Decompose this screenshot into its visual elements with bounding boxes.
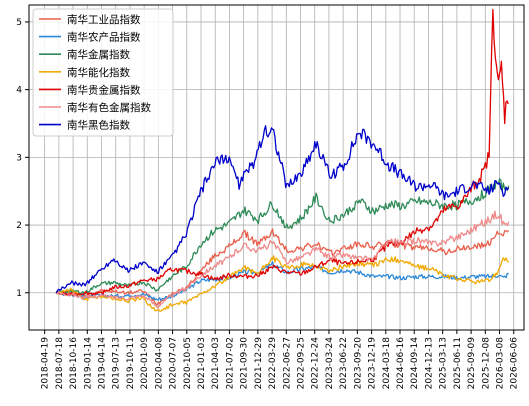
y-tick-label: 5	[16, 18, 22, 28]
x-tick-label: 2025-06-11	[453, 337, 463, 389]
y-tick-label: 4	[16, 86, 22, 96]
y-axis: 1 2 3 4 5	[16, 18, 29, 299]
x-tick-label: 2018-10-16	[69, 337, 79, 390]
x-tick-label: 2024-09-14	[410, 337, 420, 390]
x-tick-label: 2018-04-19	[41, 337, 51, 390]
x-tick-label: 2023-06-22	[339, 337, 349, 389]
x-tick-label: 2025-12-08	[481, 337, 491, 390]
x-tick-label: 2021-12-29	[254, 337, 264, 390]
series-line-1	[55, 228, 510, 306]
x-axis: 2018-04-19 2018-07-18 2018-10-16 2019-01-14…	[41, 330, 520, 389]
x-tick-label: 2026-06-06	[510, 337, 520, 390]
x-tick-label: 2025-03-13	[439, 337, 449, 389]
legend-label-2: 南华农产品指数	[67, 31, 141, 44]
x-tick-label: 2019-10-11	[126, 337, 136, 389]
y-tick-label: 1	[16, 289, 22, 299]
x-tick-label: 2024-06-16	[396, 337, 406, 390]
legend-label-4: 南华能化指数	[67, 66, 130, 79]
x-tick-label: 2021-09-30	[240, 337, 250, 390]
series-line-7	[55, 125, 510, 294]
x-tick-label: 2021-04-03	[211, 337, 221, 389]
y-tick-label: 2	[16, 221, 22, 231]
x-tick-label: 2022-12-24	[311, 337, 321, 390]
series-lines	[55, 8, 510, 312]
series-line-6	[56, 210, 510, 309]
x-tick-label: 2022-09-25	[297, 337, 307, 389]
x-tick-label: 2024-03-18	[382, 337, 392, 390]
x-tick-label: 2019-07-13	[112, 337, 122, 389]
legend-label-7: 南华黑色指数	[67, 119, 130, 132]
legend-label-1: 南华工业品指数	[67, 13, 141, 26]
x-tick-label: 2023-12-19	[368, 337, 378, 390]
legend-label-5: 南华贵金属指数	[67, 83, 141, 96]
x-tick-label: 2022-03-29	[268, 337, 278, 390]
x-tick-label: 2020-07-07	[169, 337, 179, 389]
x-tick-label: 2023-09-20	[353, 337, 363, 390]
series-line-4	[55, 255, 510, 312]
x-tick-label: 2024-12-13	[424, 337, 434, 389]
legend-box	[32, 8, 174, 137]
legend: 南华工业品指数南华农产品指数南华金属指数南华能化指数南华贵金属指数南华有色金属指…	[32, 8, 174, 137]
x-tick-label: 2020-04-08	[154, 337, 164, 390]
x-tick-label: 2025-09-09	[467, 337, 477, 390]
x-tick-label: 2021-01-03	[197, 337, 207, 389]
plot-frame	[28, 4, 525, 331]
x-tick-label: 2019-04-14	[97, 337, 107, 390]
y-tick-label: 3	[16, 153, 22, 163]
x-tick-label: 2021-07-02	[225, 337, 235, 389]
x-tick-label: 2026-03-08	[496, 337, 506, 390]
x-tick-label: 2020-10-05	[183, 337, 193, 389]
x-tick-label: 2019-01-14	[83, 337, 93, 390]
x-tick-label: 2018-07-18	[55, 337, 65, 390]
series-line-5	[55, 8, 509, 297]
legend-label-3: 南华金属指数	[67, 48, 130, 61]
x-tick-label: 2020-01-09	[140, 337, 150, 390]
x-tick-label: 2022-06-27	[282, 337, 292, 389]
legend-label-6: 南华有色金属指数	[67, 101, 151, 114]
x-tick-label: 2023-03-24	[325, 337, 335, 390]
